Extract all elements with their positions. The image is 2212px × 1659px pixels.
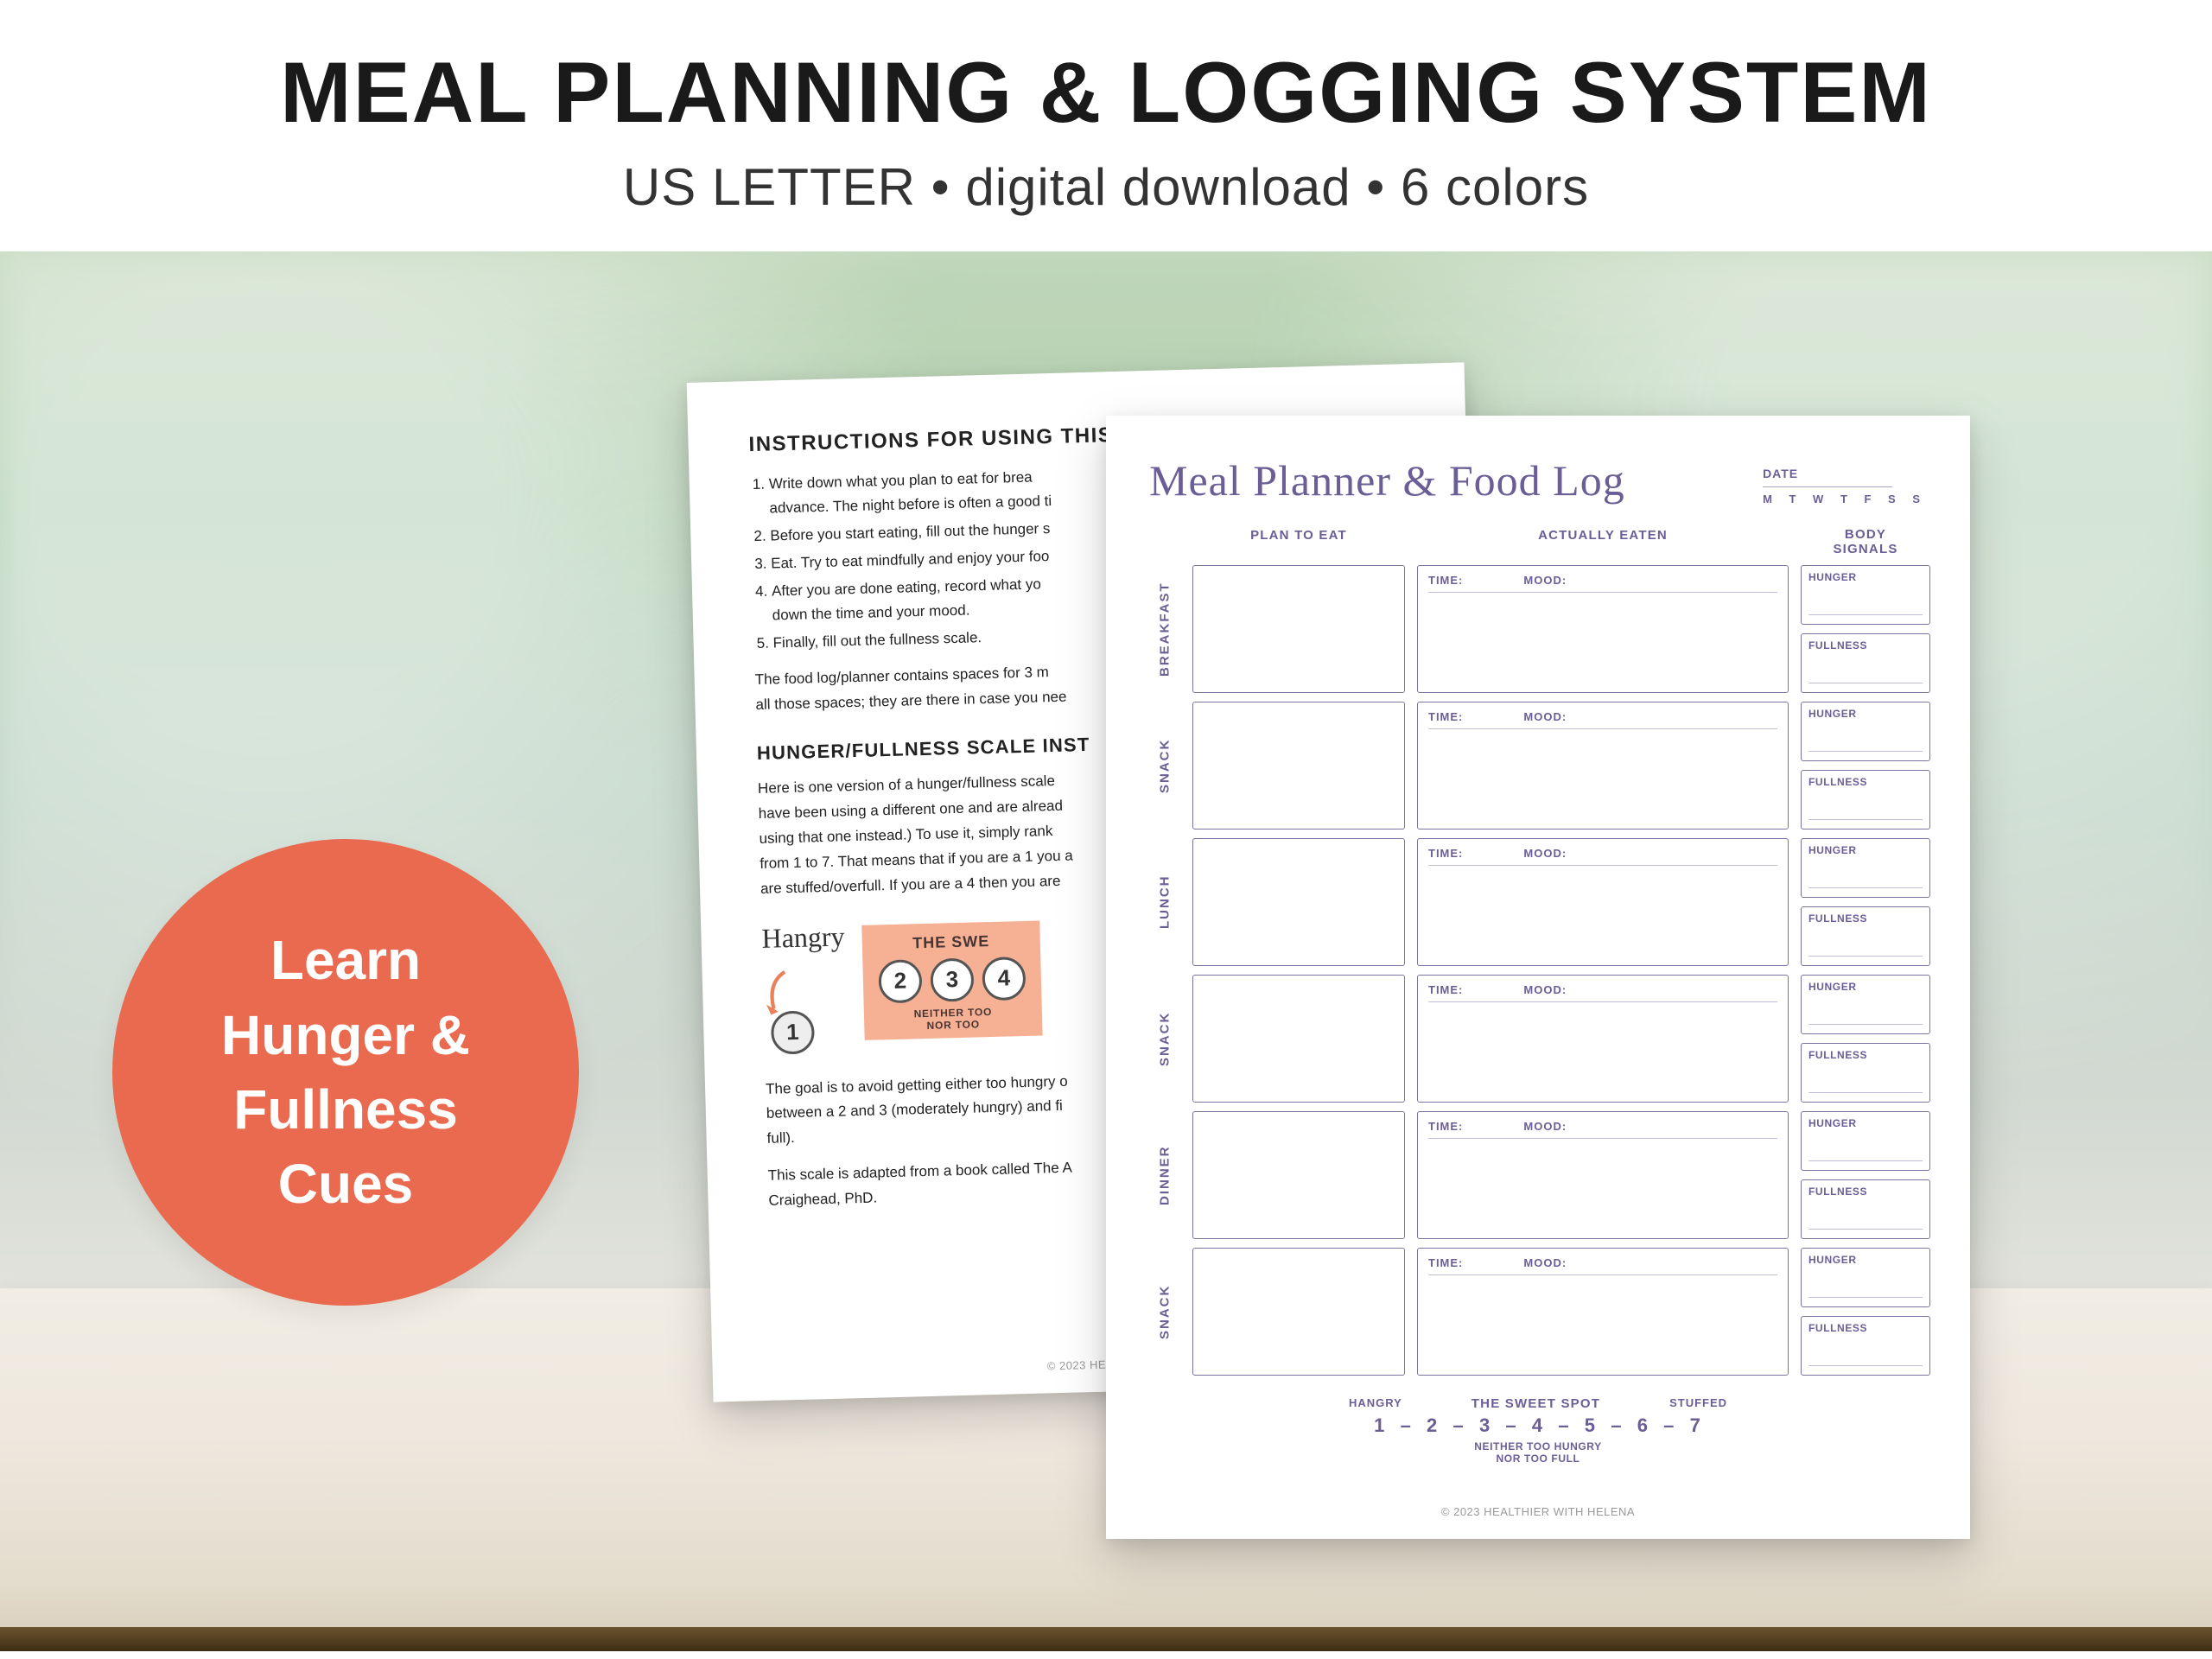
hangry-label: Hangry bbox=[761, 920, 845, 954]
signals-cell: HUNGER FULLNESS bbox=[1801, 702, 1930, 830]
meal-label: SNACK bbox=[1149, 702, 1180, 830]
eaten-cell: TIME: MOOD: bbox=[1417, 838, 1789, 966]
meal-rows: BREAKFAST TIME: MOOD: HUNGER FULLNESS SNACK TI… bbox=[1149, 565, 1927, 1376]
meal-row: LUNCH TIME: MOOD: HUNGER FULLNESS bbox=[1149, 838, 1927, 966]
callout-badge: LearnHunger &FullnessCues bbox=[112, 839, 579, 1306]
mood-label: MOOD: bbox=[1523, 1256, 1567, 1269]
eaten-cell: TIME: MOOD: bbox=[1417, 565, 1789, 693]
page-title: MEAL PLANNING & LOGGING SYSTEM bbox=[35, 43, 2177, 142]
time-label: TIME: bbox=[1428, 1120, 1463, 1133]
scale-number: 2 bbox=[878, 959, 922, 1003]
hunger-box: HUNGER bbox=[1801, 1111, 1930, 1171]
instr-item: After you are done eating, record what y… bbox=[772, 576, 1041, 600]
time-label: TIME: bbox=[1428, 1256, 1463, 1269]
col-eaten: ACTUALLY EATEN bbox=[1417, 528, 1789, 556]
day-letters: M T W T F S S bbox=[1763, 493, 1927, 505]
scale-hangry: HANGRY bbox=[1349, 1396, 1402, 1411]
signals-cell: HUNGER FULLNESS bbox=[1801, 838, 1930, 966]
sweet-spot-box: THE SWE 2 3 4 NEITHER TOO NOR TOO bbox=[861, 920, 1042, 1040]
meal-label: SNACK bbox=[1149, 975, 1180, 1103]
meal-row: SNACK TIME: MOOD: HUNGER FULLNESS bbox=[1149, 702, 1927, 830]
instr-item: Write down what you plan to eat for brea bbox=[769, 469, 1033, 493]
scale-sub: NEITHER TOO HUNGRY bbox=[1474, 1440, 1601, 1452]
mood-label: MOOD: bbox=[1523, 710, 1567, 723]
mood-label: MOOD: bbox=[1523, 983, 1567, 996]
hunger-box: HUNGER bbox=[1801, 702, 1930, 761]
sweet-spot-title: THE SWE bbox=[877, 931, 1024, 953]
time-label: TIME: bbox=[1428, 847, 1463, 860]
plan-cell bbox=[1192, 565, 1405, 693]
fullness-box: FULLNESS bbox=[1801, 906, 1930, 966]
plan-cell bbox=[1192, 1248, 1405, 1376]
planner-title: Meal Planner & Food Log bbox=[1149, 455, 1625, 505]
planner-page: Meal Planner & Food Log DATE M T W T F S… bbox=[1106, 416, 1970, 1539]
fullness-box: FULLNESS bbox=[1801, 770, 1930, 830]
page-subtitle: US LETTER • digital download • 6 colors bbox=[35, 157, 2177, 217]
badge-text: LearnHunger &FullnessCues bbox=[187, 888, 505, 1256]
eaten-cell: TIME: MOOD: bbox=[1417, 1248, 1789, 1376]
mood-label: MOOD: bbox=[1523, 847, 1567, 860]
instr-item: Before you start eating, fill out the hu… bbox=[770, 520, 1051, 543]
fullness-box: FULLNESS bbox=[1801, 633, 1930, 693]
meal-label: SNACK bbox=[1149, 1248, 1180, 1376]
scale-number: 4 bbox=[982, 957, 1026, 1001]
hunger-box: HUNGER bbox=[1801, 1248, 1930, 1307]
meal-label: BREAKFAST bbox=[1149, 565, 1180, 693]
meal-row: BREAKFAST TIME: MOOD: HUNGER FULLNESS bbox=[1149, 565, 1927, 693]
plan-cell bbox=[1192, 1111, 1405, 1239]
meal-row: SNACK TIME: MOOD: HUNGER FULLNESS bbox=[1149, 1248, 1927, 1376]
meal-row: SNACK TIME: MOOD: HUNGER FULLNESS bbox=[1149, 975, 1927, 1103]
meal-row: DINNER TIME: MOOD: HUNGER FULLNESS bbox=[1149, 1111, 1927, 1239]
arrow-icon bbox=[762, 968, 793, 1020]
meal-label: LUNCH bbox=[1149, 838, 1180, 966]
meal-label: DINNER bbox=[1149, 1111, 1180, 1239]
column-headers: PLAN TO EAT ACTUALLY EATEN BODY SIGNALS bbox=[1149, 528, 1927, 556]
hunger-box: HUNGER bbox=[1801, 565, 1930, 625]
signals-cell: HUNGER FULLNESS bbox=[1801, 1248, 1930, 1376]
plan-cell bbox=[1192, 975, 1405, 1103]
hunger-box: HUNGER bbox=[1801, 975, 1930, 1034]
scale-numbers: 1 – 2 – 3 – 4 – 5 – 6 – 7 bbox=[1149, 1414, 1927, 1437]
plan-cell bbox=[1192, 838, 1405, 966]
signals-cell: HUNGER FULLNESS bbox=[1801, 565, 1930, 693]
eaten-cell: TIME: MOOD: bbox=[1417, 702, 1789, 830]
signals-cell: HUNGER FULLNESS bbox=[1801, 1111, 1930, 1239]
planner-scale: HANGRY THE SWEET SPOT STUFFED 1 – 2 – 3 … bbox=[1149, 1396, 1927, 1465]
date-label: DATE bbox=[1763, 467, 1927, 480]
col-signals: BODY SIGNALS bbox=[1801, 528, 1930, 556]
date-block: DATE M T W T F S S bbox=[1763, 467, 1927, 505]
mood-label: MOOD: bbox=[1523, 574, 1567, 587]
mood-label: MOOD: bbox=[1523, 1120, 1567, 1133]
time-label: TIME: bbox=[1428, 710, 1463, 723]
header: MEAL PLANNING & LOGGING SYSTEM US LETTER… bbox=[0, 0, 2212, 251]
eaten-cell: TIME: MOOD: bbox=[1417, 1111, 1789, 1239]
plan-cell bbox=[1192, 702, 1405, 830]
hunger-box: HUNGER bbox=[1801, 838, 1930, 898]
instr-item: Eat. Try to eat mindfully and enjoy your… bbox=[771, 548, 1050, 571]
time-label: TIME: bbox=[1428, 574, 1463, 587]
scale-number: 3 bbox=[930, 957, 974, 1001]
scale-sub: NOR TOO FULL bbox=[1497, 1452, 1580, 1465]
sweet-spot-sub: NEITHER TOO NOR TOO bbox=[880, 1005, 1027, 1033]
eaten-cell: TIME: MOOD: bbox=[1417, 975, 1789, 1103]
signals-cell: HUNGER FULLNESS bbox=[1801, 975, 1930, 1103]
product-stage: INSTRUCTIONS FOR USING THIS Write down w… bbox=[0, 251, 2212, 1651]
scale-stuffed: STUFFED bbox=[1669, 1396, 1727, 1411]
scale-sweet: THE SWEET SPOT bbox=[1471, 1396, 1600, 1411]
fullness-box: FULLNESS bbox=[1801, 1043, 1930, 1103]
col-plan: PLAN TO EAT bbox=[1192, 528, 1405, 556]
instr-item: Finally, fill out the fullness scale. bbox=[772, 629, 982, 651]
copyright: © 2023 HEALTHIER WITH HELENA bbox=[1106, 1505, 1970, 1518]
time-label: TIME: bbox=[1428, 983, 1463, 996]
fullness-box: FULLNESS bbox=[1801, 1316, 1930, 1376]
table-edge bbox=[0, 1627, 2212, 1651]
fullness-box: FULLNESS bbox=[1801, 1179, 1930, 1239]
